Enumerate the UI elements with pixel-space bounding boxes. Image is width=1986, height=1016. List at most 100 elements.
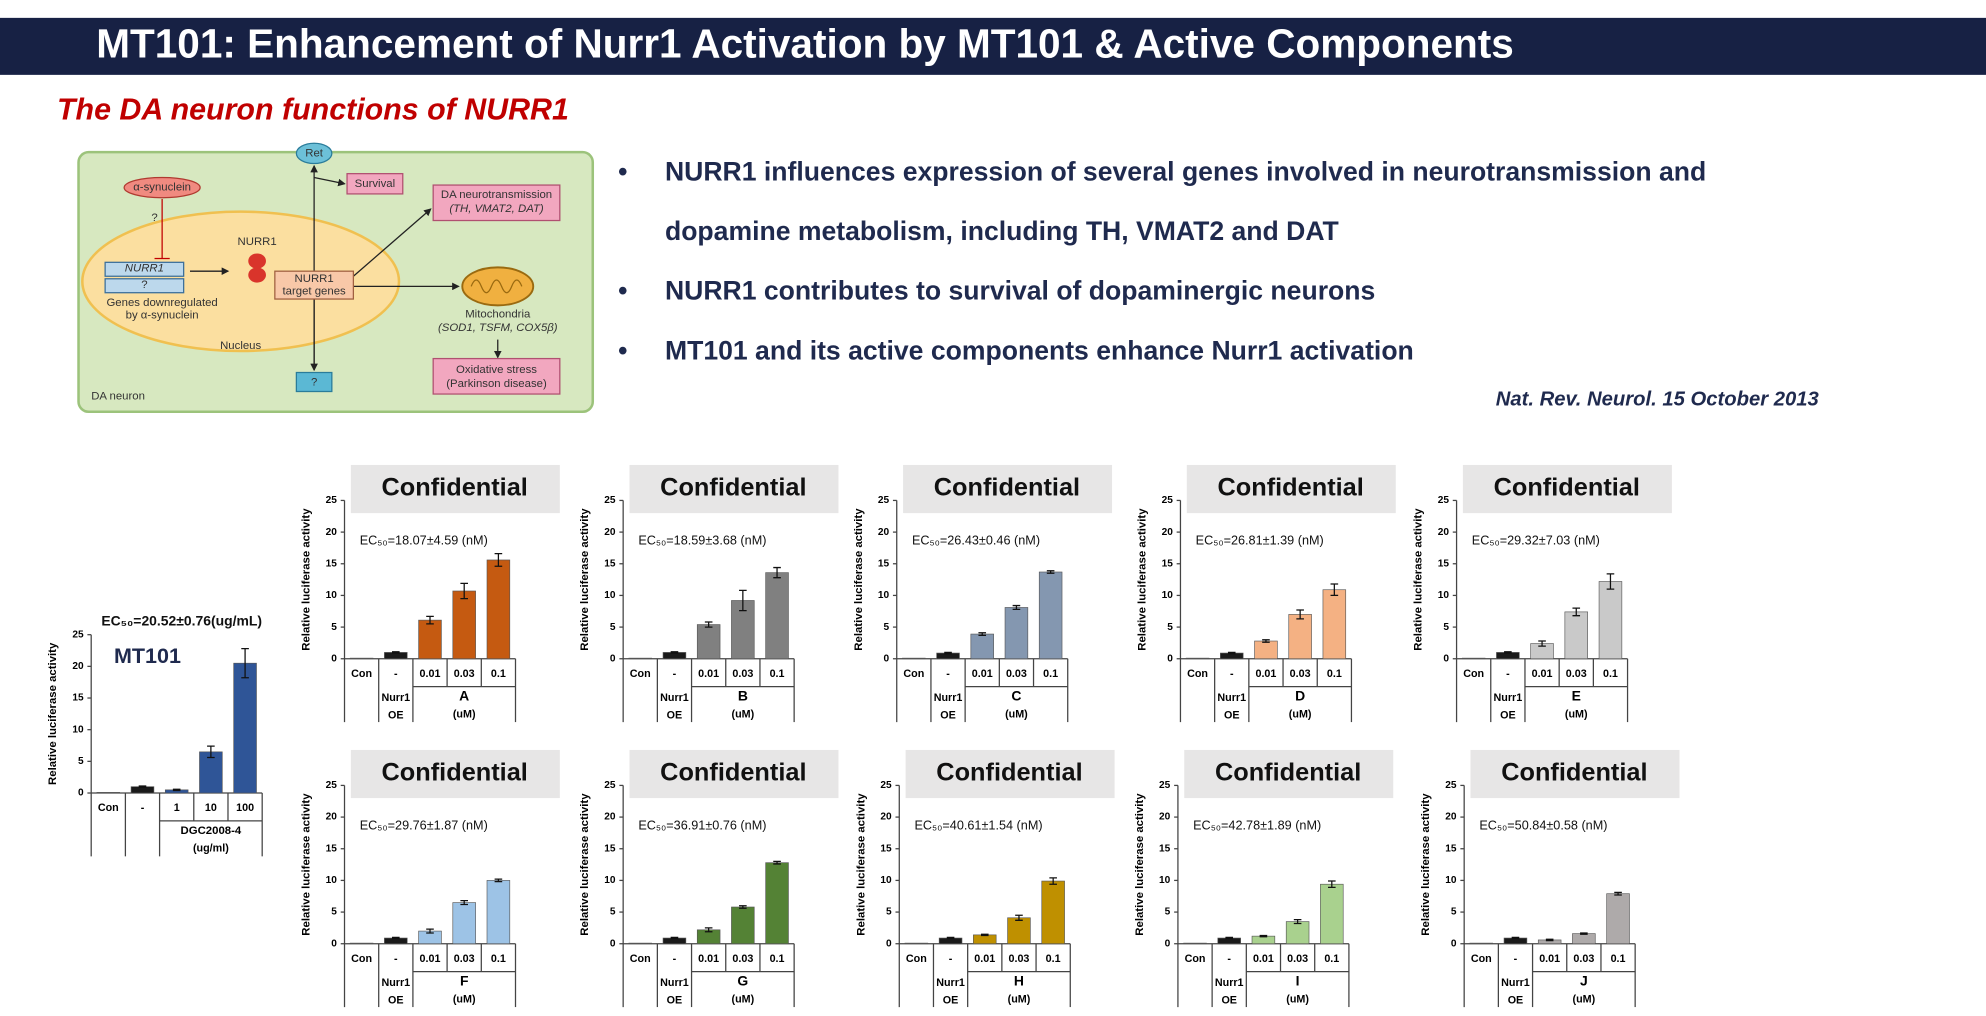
error-bar (704, 927, 713, 933)
diagram-label: Ret (305, 147, 324, 159)
y-tick-label: 20 (326, 812, 338, 823)
bullet-dot: • (618, 157, 627, 187)
x-tick-label: Con (903, 668, 924, 680)
y-tick-label: 25 (1159, 780, 1171, 791)
y-axis-label: Relative luciferase activity (853, 508, 865, 651)
x-tick-label: Con (1185, 953, 1206, 965)
unit-label: (uM) (453, 993, 476, 1005)
error-bar (460, 582, 469, 600)
confidential-box (903, 464, 1113, 514)
confidential-label: Confidential (1494, 474, 1640, 502)
diagram-label: NURR1 (295, 273, 334, 285)
unit-label: (uM) (1286, 993, 1309, 1005)
error-bar (1015, 914, 1023, 921)
error-bar (739, 905, 747, 909)
error-bar (426, 928, 434, 934)
y-tick-label: 25 (604, 495, 616, 506)
bar (970, 633, 994, 660)
x-tick-label: - (673, 668, 677, 680)
da-box (432, 184, 561, 222)
bar (1461, 657, 1486, 660)
diagram-label: (TH, VMAT2, DAT) (449, 203, 544, 215)
x-tick-label: 0.01 (698, 668, 719, 680)
y-tick-label: 10 (72, 724, 84, 735)
unknown-box (295, 371, 333, 393)
bar (96, 792, 121, 794)
bullet: dopamine metabolism, including TH, VMAT2… (665, 216, 1339, 246)
error-bar (1572, 607, 1581, 617)
bar (731, 906, 755, 945)
y-tick-label: 5 (1451, 907, 1457, 918)
control-label: Nurr1 (936, 977, 965, 989)
x-tick-label: 0.1 (770, 668, 785, 680)
group-label: D (1295, 687, 1305, 703)
mitochondria (461, 266, 535, 307)
x-tick-label: - (946, 668, 950, 680)
annotation: EC₅₀=26.43±0.46 (nM) (912, 533, 1040, 547)
annotation: EC₅₀=18.59±3.68 (nM) (638, 533, 766, 547)
x-tick-label: - (394, 668, 398, 680)
confidential-label: Confidential (1217, 474, 1363, 502)
x-tick-label: 0.03 (1573, 953, 1594, 965)
error-bar (1538, 640, 1546, 647)
x-tick-label: 0.1 (491, 953, 506, 965)
error-bar (1293, 919, 1302, 925)
confidential-label: Confidential (660, 759, 806, 787)
bar (1038, 571, 1063, 660)
y-tick-label: 10 (1445, 875, 1457, 886)
y-tick-label: 25 (1438, 495, 1450, 506)
y-tick-label: 25 (604, 780, 616, 791)
y-tick-label: 20 (72, 661, 84, 672)
annotation: EC₅₀=42.78±1.89 (nM) (1193, 818, 1321, 832)
y-tick-label: 0 (886, 938, 892, 949)
control-label: Nurr1 (381, 977, 410, 989)
control-label: Nurr1 (1217, 692, 1246, 704)
error-bar (207, 745, 215, 759)
bar (1572, 933, 1596, 945)
protein (248, 253, 266, 269)
bar (418, 619, 442, 660)
ret-node (295, 142, 333, 165)
confidential-box (350, 464, 560, 514)
error-bar (494, 878, 503, 883)
diagram-label: ? (151, 212, 157, 224)
confidential-label: Confidential (1215, 759, 1361, 787)
x-tick-label: 100 (236, 802, 254, 814)
control-label: Nurr1 (1501, 977, 1530, 989)
control-label: OE (1221, 995, 1237, 1007)
synuclein-node (123, 176, 201, 199)
group-label: J (1580, 972, 1588, 988)
bar (1320, 883, 1344, 945)
control-label: Nurr1 (660, 977, 689, 989)
bar (486, 559, 511, 660)
x-tick-label: 1 (174, 802, 180, 814)
y-axis-label: Relative luciferase activity (579, 793, 591, 936)
y-axis-label: Relative luciferase activity (301, 793, 313, 936)
annotation: EC₅₀=36.91±0.76 (nM) (638, 818, 766, 832)
error-bar (739, 589, 747, 612)
bar (628, 942, 652, 945)
y-tick-label: 0 (1451, 938, 1457, 949)
y-tick-label: 25 (880, 780, 892, 791)
x-tick-label: 0.1 (491, 668, 506, 680)
error-bar (1330, 583, 1339, 597)
group-label: C (1011, 687, 1021, 703)
x-tick-label: 0.01 (420, 668, 441, 680)
control-label: OE (1224, 710, 1240, 722)
error-bar (1259, 934, 1268, 938)
error-bar (944, 651, 952, 655)
group-label: E (1572, 687, 1581, 703)
x-tick-label: 0.01 (974, 953, 995, 965)
x-tick-label: Con (630, 668, 651, 680)
y-tick-label: 5 (78, 756, 84, 767)
bar (902, 657, 926, 660)
bullet: MT101 and its active components enhance … (665, 335, 1414, 365)
x-tick-label: 0.03 (1287, 953, 1308, 965)
group-label: F (460, 972, 469, 988)
error-bar (1580, 932, 1588, 935)
gene-box (104, 261, 185, 277)
y-tick-label: 0 (331, 938, 337, 949)
y-tick-label: 5 (1443, 622, 1449, 633)
control-label: OE (388, 710, 404, 722)
series-label: MT101 (114, 644, 181, 668)
